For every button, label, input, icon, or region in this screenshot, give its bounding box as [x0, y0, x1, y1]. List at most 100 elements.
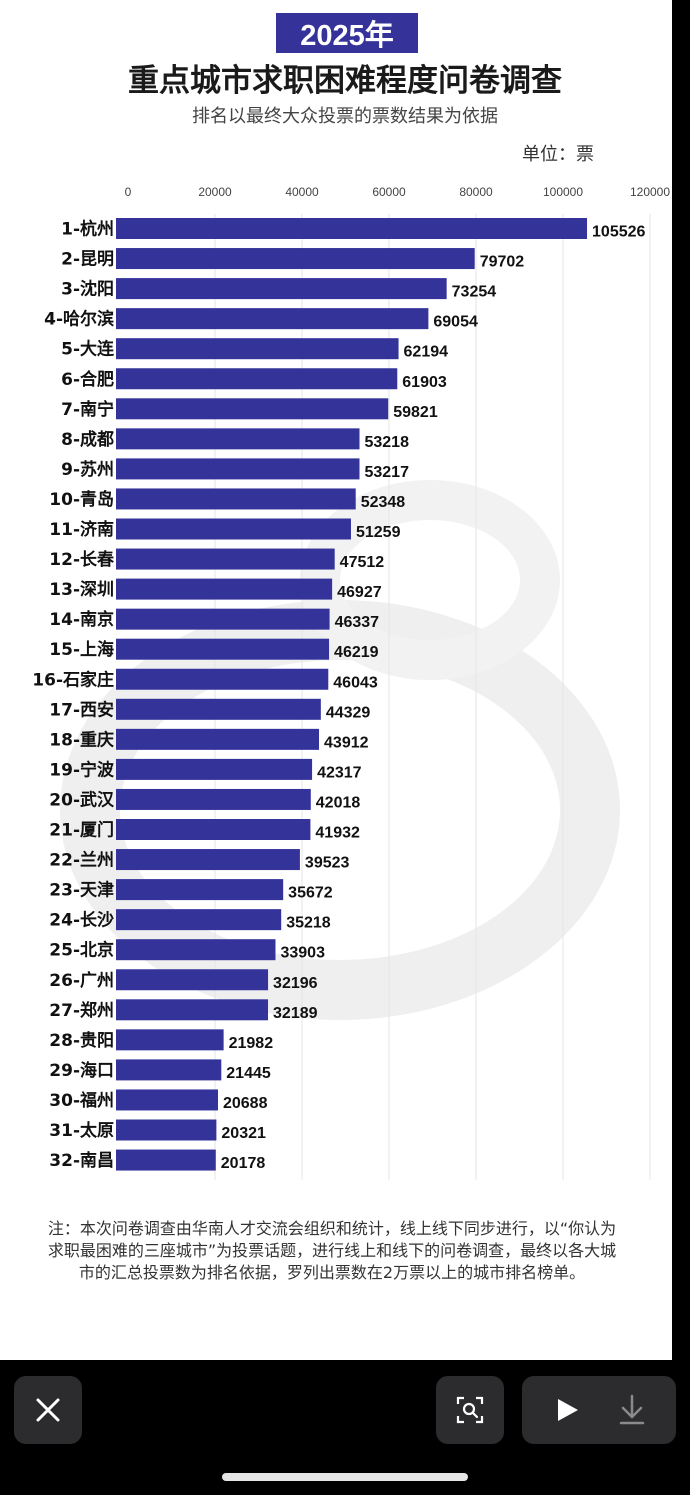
- category-label: 13-深圳: [49, 579, 114, 600]
- data-label: 62194: [404, 344, 449, 361]
- category-label: 14-南京: [49, 609, 114, 630]
- data-label: 39523: [305, 855, 350, 872]
- x-tick-label: 60000: [372, 185, 406, 199]
- bar: [116, 518, 351, 540]
- bar: [116, 758, 313, 780]
- category-label: 27-郑州: [49, 1000, 114, 1021]
- x-tick-label: 80000: [459, 185, 493, 199]
- data-label: 46219: [334, 644, 379, 661]
- close-button[interactable]: [14, 1376, 82, 1444]
- bar: [116, 308, 429, 330]
- x-tick-label: 0: [125, 185, 132, 199]
- category-label: 19-宁波: [49, 759, 115, 780]
- data-label: 20178: [221, 1155, 266, 1172]
- category-label: 6-合肥: [61, 369, 114, 390]
- data-label: 46927: [337, 584, 382, 601]
- category-label: 25-北京: [49, 940, 114, 961]
- data-label: 42018: [316, 794, 361, 811]
- data-label: 53217: [364, 464, 409, 481]
- bar: [116, 788, 311, 810]
- bar: [116, 668, 329, 690]
- bar: [116, 999, 269, 1021]
- category-label: 3-沈阳: [61, 279, 114, 300]
- data-label: 53218: [364, 434, 409, 451]
- category-label: 29-海口: [49, 1060, 114, 1081]
- unit-label: 单位：票: [522, 144, 594, 165]
- data-label: 21982: [229, 1035, 274, 1052]
- category-label: 4-哈尔滨: [44, 309, 114, 330]
- bar: [116, 548, 335, 570]
- bar: [116, 1119, 217, 1141]
- data-label: 32189: [273, 1005, 318, 1022]
- data-label: 21445: [226, 1065, 271, 1082]
- category-label: 20-武汉: [49, 789, 115, 810]
- bar: [116, 819, 311, 840]
- bar: [116, 1149, 216, 1171]
- bar: [116, 398, 389, 420]
- category-label: 5-大连: [61, 339, 115, 360]
- data-label: 51259: [356, 524, 401, 541]
- data-label: 41932: [315, 825, 360, 842]
- bar: [116, 879, 284, 901]
- bar: [116, 1059, 222, 1081]
- bar: [116, 909, 282, 931]
- x-tick-label: 40000: [285, 185, 319, 199]
- x-tick-label: 120000: [630, 185, 670, 199]
- download-icon[interactable]: [619, 1394, 645, 1425]
- data-label: 46043: [333, 674, 378, 691]
- data-label: 35218: [286, 915, 331, 932]
- data-label: 20688: [223, 1095, 268, 1112]
- bar: [116, 368, 398, 390]
- bar: [116, 248, 475, 270]
- bar: [116, 278, 447, 300]
- category-label: 15-上海: [49, 639, 114, 660]
- category-label: 17-西安: [49, 699, 114, 720]
- category-label: 23-天津: [49, 880, 114, 901]
- category-label: 18-重庆: [49, 729, 114, 750]
- close-icon: [36, 1398, 60, 1422]
- category-label: 9-苏州: [61, 459, 114, 480]
- data-label: 69054: [433, 314, 478, 331]
- category-label: 8-成都: [61, 429, 114, 450]
- play-icon[interactable]: [558, 1399, 578, 1421]
- scan-button[interactable]: [436, 1376, 504, 1444]
- category-label: 31-太原: [49, 1120, 114, 1141]
- data-label: 32196: [273, 975, 318, 992]
- data-label: 61903: [402, 374, 447, 391]
- bar: [116, 1029, 224, 1051]
- category-label: 28-贵阳: [49, 1030, 114, 1051]
- category-label: 21-厦门: [49, 820, 114, 841]
- bar-chart: 0 20000 40000 60000 80000 100000 120000 1-杭州 105…: [32, 185, 670, 1180]
- footnote: 注：本次问卷调查由华南人才交流会组织和统计，线上线下同步进行，以“你认为求职最困…: [47, 1219, 617, 1282]
- data-label: 35672: [288, 885, 333, 902]
- data-label: 59821: [393, 404, 438, 421]
- data-label: 44329: [326, 704, 371, 721]
- data-label: 52348: [361, 494, 406, 511]
- media-controls: [522, 1376, 676, 1444]
- bar: [116, 698, 321, 720]
- x-tick-label: 100000: [543, 185, 583, 199]
- home-indicator: [222, 1473, 468, 1481]
- chart-subtitle: 排名以最终大众投票的票数结果为依据: [192, 106, 498, 127]
- data-label: 20321: [221, 1125, 266, 1142]
- data-label: 79702: [480, 254, 525, 271]
- bar: [116, 338, 399, 360]
- scan-icon: [456, 1396, 484, 1424]
- category-label: 16-石家庄: [32, 669, 114, 690]
- bar: [116, 939, 276, 961]
- bar: [116, 428, 360, 450]
- category-label: 12-长春: [49, 549, 114, 570]
- data-label: 105526: [592, 224, 645, 241]
- category-label: 22-兰州: [49, 850, 114, 871]
- category-label: 30-福州: [49, 1090, 114, 1111]
- data-label: 42317: [317, 764, 362, 781]
- category-label: 1-杭州: [61, 219, 114, 240]
- category-label: 10-青岛: [49, 489, 114, 510]
- data-label: 73254: [452, 284, 497, 301]
- category-label: 2-昆明: [61, 250, 114, 270]
- bar: [116, 218, 588, 239]
- x-tick-label: 20000: [198, 185, 232, 199]
- bar: [116, 969, 269, 991]
- chart-title: 重点城市求职困难程度问卷调查: [128, 63, 562, 99]
- bar: [116, 849, 300, 871]
